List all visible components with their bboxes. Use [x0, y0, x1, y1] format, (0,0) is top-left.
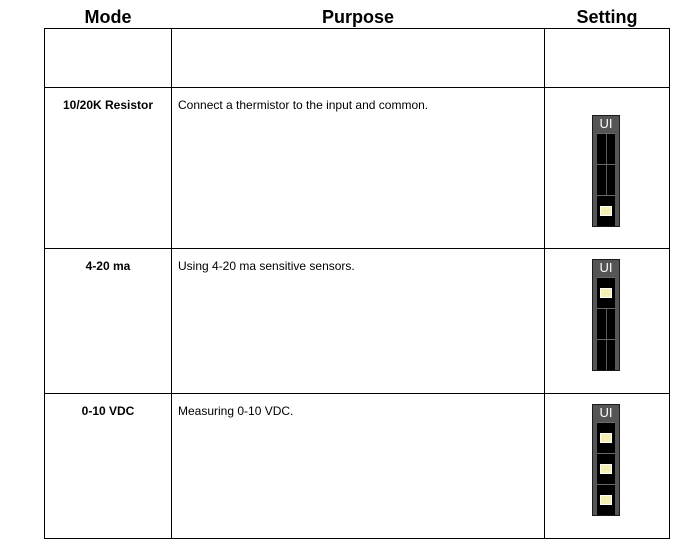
dip-switch-divider — [606, 340, 607, 370]
dip-switch-slot — [597, 422, 615, 453]
dip-switch-divider — [606, 134, 607, 164]
dip-switch-label: UI — [599, 116, 613, 131]
setting-cell: UI — [544, 393, 670, 539]
dip-switch-knob — [600, 464, 612, 474]
dip-switch-knob — [600, 206, 612, 216]
table-row: 0-10 VDC Measuring 0-10 VDC. UI — [44, 393, 670, 539]
table-row: 4-20 ma Using 4-20 ma sensitive sensors.… — [44, 248, 670, 394]
mode-settings-table: Mode Purpose Setting 10/20K Resistor Con… — [44, 7, 670, 539]
dip-switch: UI — [592, 115, 620, 227]
mode-cell: 10/20K Resistor — [44, 87, 172, 249]
dip-switch-knob — [600, 288, 612, 298]
header-mode: Mode — [44, 7, 172, 88]
dip-switch: UI — [592, 404, 620, 516]
setting-cell: UI — [544, 248, 670, 394]
dip-switch-knob — [600, 433, 612, 443]
dip-switch-label: UI — [599, 405, 613, 420]
dip-switch-slot — [597, 133, 615, 164]
dip-switch-slot — [597, 484, 615, 515]
dip-switch-slot — [597, 308, 615, 339]
header-purpose: Purpose — [171, 7, 545, 88]
header-setting: Setting — [544, 7, 670, 88]
dip-switch-divider — [606, 309, 607, 339]
mode-cell: 0-10 VDC — [44, 393, 172, 539]
dip-switch: UI — [592, 259, 620, 371]
purpose-cell: Using 4-20 ma sensitive sensors. — [171, 248, 545, 394]
dip-switch-label: UI — [599, 260, 613, 275]
dip-switch-slot — [597, 339, 615, 370]
setting-cell: UI — [544, 87, 670, 249]
dip-switch-slot — [597, 277, 615, 308]
dip-switch-divider — [606, 165, 607, 195]
purpose-cell: Connect a thermistor to the input and co… — [171, 87, 545, 249]
header-row: Mode Purpose Setting — [44, 7, 670, 88]
purpose-cell: Measuring 0-10 VDC. — [171, 393, 545, 539]
mode-cell: 4-20 ma — [44, 248, 172, 394]
dip-switch-slot — [597, 453, 615, 484]
dip-switch-slot — [597, 195, 615, 226]
dip-switch-slot — [597, 164, 615, 195]
table-row: 10/20K Resistor Connect a thermistor to … — [44, 87, 670, 249]
dip-switch-knob — [600, 495, 612, 505]
